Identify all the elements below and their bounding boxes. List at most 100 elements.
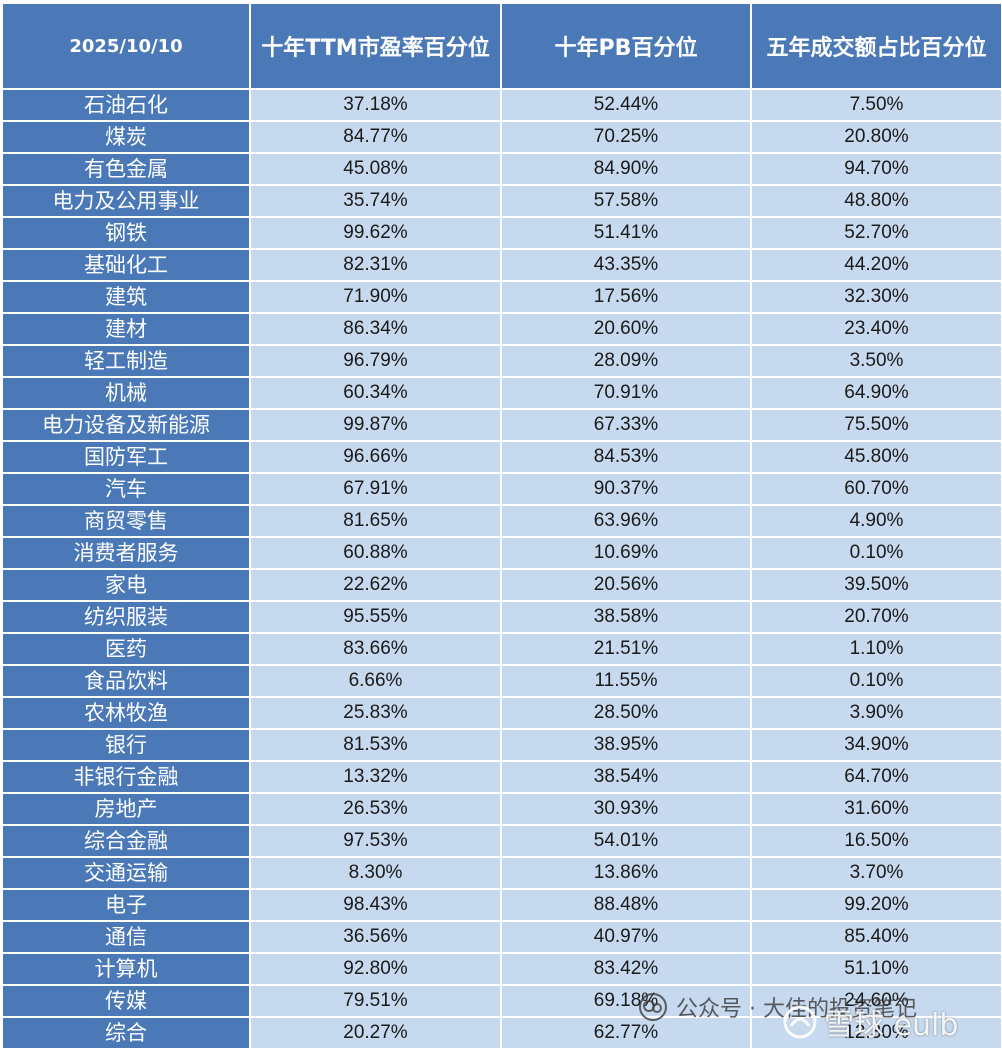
turnover-share-percentile-cell: 12.30% — [750, 1016, 1002, 1050]
industry-name: 有色金属 — [1, 152, 251, 186]
turnover-share-percentile-cell: 39.50% — [750, 568, 1002, 602]
table-row: 汽车 67.91% 90.37% 60.70% — [1, 472, 1002, 506]
table-body: 石油石化 37.18% 52.44% 7.50% 煤炭 84.77% 70.25% 20.80… — [1, 88, 1002, 1050]
turnover-share-percentile-cell: 45.80% — [750, 440, 1002, 474]
turnover-share-percentile-cell: 94.70% — [750, 152, 1002, 186]
pb-percentile-cell: 88.48% — [500, 888, 752, 922]
industry-name: 家电 — [1, 568, 251, 602]
pb-percentile-cell: 52.44% — [500, 88, 752, 122]
table-row: 轻工制造 96.79% 28.09% 3.50% — [1, 344, 1002, 378]
turnover-share-percentile-cell: 3.50% — [750, 344, 1002, 378]
table-row: 家电 22.62% 20.56% 39.50% — [1, 568, 1002, 602]
pe-percentile-cell: 79.51% — [249, 984, 502, 1018]
turnover-share-percentile-cell: 34.90% — [750, 728, 1002, 762]
pe-percentile-header: 十年TTM市盈率百分位 — [249, 2, 502, 90]
industry-name: 国防军工 — [1, 440, 251, 474]
industry-name: 计算机 — [1, 952, 251, 986]
industry-name: 商贸零售 — [1, 504, 251, 538]
pb-percentile-cell: 30.93% — [500, 792, 752, 826]
industry-name: 医药 — [1, 632, 251, 666]
pb-percentile-cell: 62.77% — [500, 1016, 752, 1050]
industry-name: 建筑 — [1, 280, 251, 314]
pe-percentile-cell: 13.32% — [249, 760, 502, 794]
pe-percentile-cell: 97.53% — [249, 824, 502, 858]
pe-percentile-cell: 82.31% — [249, 248, 502, 282]
industry-name: 机械 — [1, 376, 251, 410]
pe-percentile-cell: 25.83% — [249, 696, 502, 730]
turnover-share-percentile-cell: 20.70% — [750, 600, 1002, 634]
pe-percentile-cell: 83.66% — [249, 632, 502, 666]
table-row: 综合金融 97.53% 54.01% 16.50% — [1, 824, 1002, 858]
pb-percentile-cell: 63.96% — [500, 504, 752, 538]
pb-percentile-cell: 17.56% — [500, 280, 752, 314]
industry-name: 银行 — [1, 728, 251, 762]
turnover-share-percentile-cell: 99.20% — [750, 888, 1002, 922]
pb-percentile-cell: 90.37% — [500, 472, 752, 506]
table-row: 传媒 79.51% 69.18% 24.60% — [1, 984, 1002, 1018]
pb-percentile-cell: 20.60% — [500, 312, 752, 346]
turnover-share-percentile-cell: 24.60% — [750, 984, 1002, 1018]
pe-percentile-cell: 95.55% — [249, 600, 502, 634]
turnover-share-percentile-cell: 48.80% — [750, 184, 1002, 218]
pe-percentile-cell: 96.66% — [249, 440, 502, 474]
pe-percentile-cell: 81.65% — [249, 504, 502, 538]
table-row: 消费者服务 60.88% 10.69% 0.10% — [1, 536, 1002, 570]
industry-name: 石油石化 — [1, 88, 251, 122]
turnover-share-percentile-cell: 16.50% — [750, 824, 1002, 858]
turnover-share-percentile-cell: 0.10% — [750, 664, 1002, 698]
turnover-share-percentile-cell: 60.70% — [750, 472, 1002, 506]
table-row: 电力设备及新能源 99.87% 67.33% 75.50% — [1, 408, 1002, 442]
pe-percentile-cell: 60.34% — [249, 376, 502, 410]
table-row: 银行 81.53% 38.95% 34.90% — [1, 728, 1002, 762]
date-header: 2025/10/10 — [1, 2, 251, 90]
pb-percentile-cell: 57.58% — [500, 184, 752, 218]
pe-percentile-cell: 36.56% — [249, 920, 502, 954]
table-row: 石油石化 37.18% 52.44% 7.50% — [1, 88, 1002, 122]
pb-percentile-cell: 84.90% — [500, 152, 752, 186]
pe-percentile-cell: 22.62% — [249, 568, 502, 602]
industry-name: 传媒 — [1, 984, 251, 1018]
table-row: 计算机 92.80% 83.42% 51.10% — [1, 952, 1002, 986]
pb-percentile-cell: 54.01% — [500, 824, 752, 858]
industry-name: 通信 — [1, 920, 251, 954]
table-row: 建筑 71.90% 17.56% 32.30% — [1, 280, 1002, 314]
pe-percentile-cell: 99.87% — [249, 408, 502, 442]
industry-name: 农林牧渔 — [1, 696, 251, 730]
table-row: 非银行金融 13.32% 38.54% 64.70% — [1, 760, 1002, 794]
industry-name: 建材 — [1, 312, 251, 346]
table-row: 电力及公用事业 35.74% 57.58% 48.80% — [1, 184, 1002, 218]
turnover-share-percentile-header: 五年成交额占比百分位 — [750, 2, 1002, 90]
pe-percentile-cell: 45.08% — [249, 152, 502, 186]
table-row: 商贸零售 81.65% 63.96% 4.90% — [1, 504, 1002, 538]
pb-percentile-cell: 51.41% — [500, 216, 752, 250]
pb-percentile-cell: 13.86% — [500, 856, 752, 890]
pe-percentile-cell: 99.62% — [249, 216, 502, 250]
pb-percentile-cell: 70.91% — [500, 376, 752, 410]
pe-percentile-cell: 35.74% — [249, 184, 502, 218]
industry-name: 房地产 — [1, 792, 251, 826]
industry-name: 食品饮料 — [1, 664, 251, 698]
table-row: 机械 60.34% 70.91% 64.90% — [1, 376, 1002, 410]
pb-percentile-cell: 10.69% — [500, 536, 752, 570]
industry-name: 汽车 — [1, 472, 251, 506]
industry-name: 交通运输 — [1, 856, 251, 890]
turnover-share-percentile-cell: 75.50% — [750, 408, 1002, 442]
table-row: 煤炭 84.77% 70.25% 20.80% — [1, 120, 1002, 154]
table-row: 通信 36.56% 40.97% 85.40% — [1, 920, 1002, 954]
turnover-share-percentile-cell: 7.50% — [750, 88, 1002, 122]
pb-percentile-cell: 43.35% — [500, 248, 752, 282]
pb-percentile-cell: 38.95% — [500, 728, 752, 762]
table-row: 基础化工 82.31% 43.35% 44.20% — [1, 248, 1002, 282]
industry-name: 非银行金融 — [1, 760, 251, 794]
table-row: 电子 98.43% 88.48% 99.20% — [1, 888, 1002, 922]
turnover-share-percentile-cell: 1.10% — [750, 632, 1002, 666]
turnover-share-percentile-cell: 32.30% — [750, 280, 1002, 314]
table-row: 房地产 26.53% 30.93% 31.60% — [1, 792, 1002, 826]
turnover-share-percentile-cell: 4.90% — [750, 504, 1002, 538]
table-header-row: 2025/10/10 十年TTM市盈率百分位 十年PB百分位 五年成交额占比百分… — [1, 2, 1002, 90]
table-row: 纺织服装 95.55% 38.58% 20.70% — [1, 600, 1002, 634]
turnover-share-percentile-cell: 64.70% — [750, 760, 1002, 794]
table-row: 钢铁 99.62% 51.41% 52.70% — [1, 216, 1002, 250]
table-row: 国防军工 96.66% 84.53% 45.80% — [1, 440, 1002, 474]
